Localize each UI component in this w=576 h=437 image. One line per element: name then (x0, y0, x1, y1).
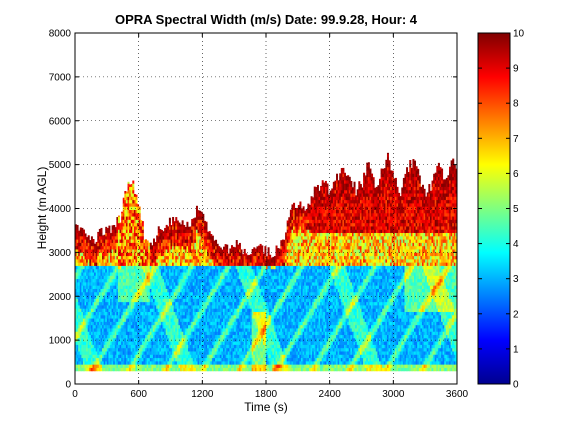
heatmap-cell (236, 240, 238, 243)
heatmap-cell (220, 248, 222, 250)
heatmap-cell (100, 229, 102, 233)
heatmap-cell (175, 217, 177, 220)
heatmap-cell (88, 235, 90, 236)
heatmap-cell (226, 245, 228, 247)
heatmap-cell (182, 220, 184, 223)
heatmap-cell (241, 249, 243, 252)
heatmap-cell (142, 226, 144, 230)
heatmap-cell (186, 222, 188, 223)
heatmap-cell (239, 243, 241, 246)
heatmap-cell (244, 249, 246, 253)
heatmap-cell (202, 216, 204, 220)
heatmap-cell (139, 213, 141, 217)
heatmap-cell (135, 196, 137, 200)
heatmap-cell (77, 226, 79, 230)
heatmap-cell (93, 239, 95, 240)
heatmap-cell (206, 223, 208, 227)
heatmap-cell (128, 182, 130, 184)
heatmap-cell (212, 236, 214, 240)
heatmap-cell (169, 218, 171, 220)
heatmap-cell (239, 246, 241, 250)
heatmap-cell (113, 225, 115, 226)
heatmap-cell (135, 195, 137, 197)
heatmap-cell (83, 230, 85, 234)
heatmap-cell (132, 181, 134, 184)
heatmap-cell (108, 226, 110, 227)
heatmap-cell (108, 226, 110, 230)
heatmap-cell (77, 225, 79, 227)
heatmap-cell (231, 245, 233, 246)
heatmap-cell (159, 229, 161, 230)
heatmap-cell (166, 225, 168, 227)
heatmap-cell (172, 217, 174, 220)
heatmap-cell (142, 236, 144, 240)
heatmap-cell (178, 223, 180, 224)
heatmap-cell (217, 244, 219, 246)
chart-title: OPRA Spectral Width (m/s) Date: 99.9.28,… (115, 12, 418, 27)
heatmap-cell (139, 210, 141, 214)
heatmap-cell (226, 246, 228, 250)
heatmap-cell (93, 239, 95, 243)
heatmap-cell (142, 233, 144, 237)
heatmap-cell (196, 206, 198, 210)
heatmap-cell (206, 226, 208, 230)
heatmap-cell (209, 231, 211, 233)
heatmap-cell (132, 183, 134, 187)
heatmap-cell (108, 229, 110, 233)
heatmap-cell (202, 214, 204, 217)
heatmap-cell (118, 216, 120, 217)
heatmap-cell (139, 216, 141, 220)
heatmap-cell (142, 229, 144, 233)
heatmap-cell (186, 223, 188, 227)
heatmap-cell (132, 190, 134, 194)
heatmap-cell (206, 222, 208, 224)
heatmap-cell (142, 221, 144, 223)
heatmap-cell (81, 228, 83, 230)
heatmap-cell (135, 200, 137, 204)
heatmap-cell (169, 219, 171, 223)
heatmap-cell (196, 206, 198, 207)
heatmap-cell (132, 187, 134, 191)
heatmap-cell (100, 228, 102, 230)
heatmap-cell (183, 225, 185, 227)
heatmap-cell (215, 240, 217, 243)
heatmap-cell (147, 240, 149, 242)
heatmap-cell (244, 249, 246, 250)
heatmap-cell (118, 216, 120, 220)
heatmap-cell (88, 236, 90, 240)
heatmap-cell (85, 233, 87, 236)
heatmap-cell (212, 236, 214, 237)
heatmap-cell (153, 239, 155, 240)
heatmap-cell (142, 223, 144, 227)
